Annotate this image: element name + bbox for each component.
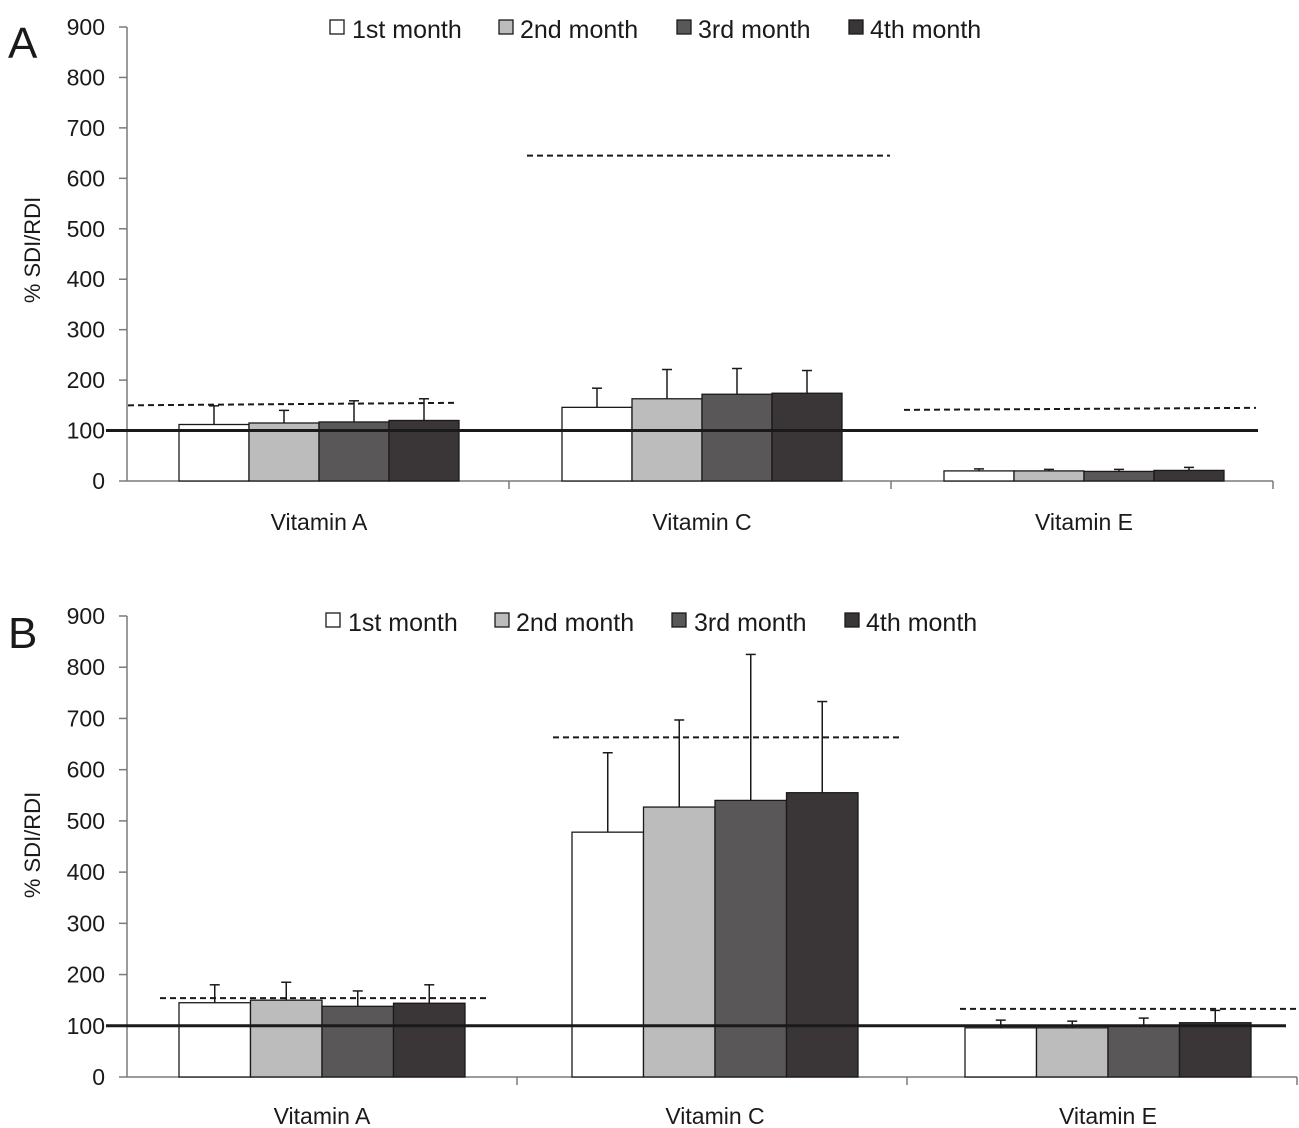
legend-swatch: [844, 612, 860, 628]
y-tick-label: 0: [92, 468, 105, 494]
legend-label: 2nd month: [516, 609, 634, 637]
legend-swatch: [494, 612, 510, 628]
category-label: Vitamin A: [274, 1103, 371, 1128]
legend-swatch: [325, 612, 341, 628]
y-tick-label: 900: [67, 603, 105, 629]
category-label: Vitamin E: [1059, 1103, 1157, 1128]
bar-2-vitamin-c: [642, 806, 716, 1078]
bar-4-vitamin-a: [392, 1002, 466, 1078]
chart-panel-a: A % SDI/RDI 0 100 200 300 400 500 600 700 800 900 Vi…: [8, 14, 1274, 535]
dashed-line: [127, 401, 459, 407]
legend-swatch: [848, 19, 864, 35]
bar-2-vitamin-e: [1035, 1027, 1109, 1078]
legend-label: 1st month: [352, 16, 462, 44]
bar-3-vitamin-e: [1107, 1025, 1181, 1078]
category-label: Vitamin E: [1035, 509, 1133, 535]
y-axis-label: % SDI/RDI: [20, 792, 45, 898]
bar-4-vitamin-e: [1153, 469, 1225, 482]
legend-label: 4th month: [866, 609, 977, 637]
legend-label: 1st month: [348, 609, 458, 637]
y-tick-label: 300: [67, 317, 105, 343]
bar-3-vitamin-e: [1083, 470, 1155, 482]
chart-panel-b: B % SDI/RDI 0 100 200 300 400 500 600 700 800 900 Vi…: [8, 603, 1299, 1128]
bar-3-vitamin-c: [701, 393, 773, 482]
legend-swatch: [676, 19, 692, 35]
category-label: Vitamin A: [271, 509, 368, 535]
y-tick-label: 200: [67, 367, 105, 393]
y-tick-label: 200: [67, 962, 105, 988]
y-tick-label: 500: [67, 808, 105, 834]
bar-4-vitamin-c: [771, 392, 843, 482]
bar-1-vitamin-e: [943, 470, 1015, 482]
y-tick-label: 400: [67, 266, 105, 292]
panel-letter: A: [8, 19, 38, 68]
bar-1-vitamin-a: [178, 1002, 252, 1078]
legend-label: 3rd month: [694, 609, 807, 637]
bar-4-vitamin-c: [785, 792, 859, 1078]
bar-1-vitamin-c: [571, 831, 645, 1078]
y-tick-label: 700: [67, 705, 105, 731]
panel-letter: B: [8, 609, 37, 658]
dashed-line: [903, 406, 1257, 411]
bar-1-vitamin-a: [178, 423, 250, 482]
y-tick-label: 600: [67, 757, 105, 783]
y-tick-label: 300: [67, 910, 105, 936]
bar-2-vitamin-e: [1013, 470, 1085, 482]
y-tick-label: 100: [67, 418, 105, 444]
category-label: Vitamin C: [665, 1103, 764, 1128]
y-tick-label: 700: [67, 115, 105, 141]
category-label: Vitamin C: [652, 509, 751, 535]
bar-2-vitamin-a: [248, 422, 320, 482]
bar-1-vitamin-e: [964, 1027, 1038, 1078]
legend-label: 2nd month: [520, 16, 638, 44]
legend-label: 3rd month: [698, 16, 811, 44]
y-tick-label: 0: [92, 1064, 105, 1090]
bar-3-vitamin-c: [714, 799, 788, 1078]
bar-3-vitamin-a: [321, 1005, 395, 1078]
bar-4-vitamin-e: [1178, 1022, 1252, 1078]
y-tick-label: 600: [67, 165, 105, 191]
y-tick-label: 400: [67, 859, 105, 885]
y-tick-label: 500: [67, 216, 105, 242]
bar-2-vitamin-c: [631, 398, 703, 482]
legend-swatch: [329, 19, 345, 35]
y-axis-label: % SDI/RDI: [20, 197, 45, 303]
bar-1-vitamin-c: [561, 406, 633, 482]
y-tick-label: 900: [67, 14, 105, 40]
legend-swatch: [498, 19, 514, 35]
legend-label: 4th month: [870, 16, 981, 44]
legend-swatch: [671, 612, 687, 628]
y-tick-label: 800: [67, 64, 105, 90]
bar-2-vitamin-a: [249, 999, 323, 1078]
y-tick-label: 100: [67, 1013, 105, 1039]
y-tick-label: 800: [67, 654, 105, 680]
